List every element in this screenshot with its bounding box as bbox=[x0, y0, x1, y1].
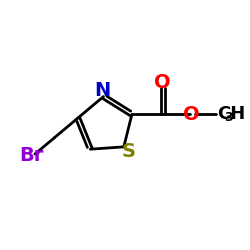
Text: O: O bbox=[183, 105, 200, 124]
Text: N: N bbox=[94, 81, 110, 100]
Text: S: S bbox=[122, 142, 136, 161]
Text: CH: CH bbox=[218, 105, 246, 123]
Text: O: O bbox=[154, 73, 171, 92]
Text: 3: 3 bbox=[224, 111, 232, 124]
Text: Br: Br bbox=[19, 146, 44, 165]
